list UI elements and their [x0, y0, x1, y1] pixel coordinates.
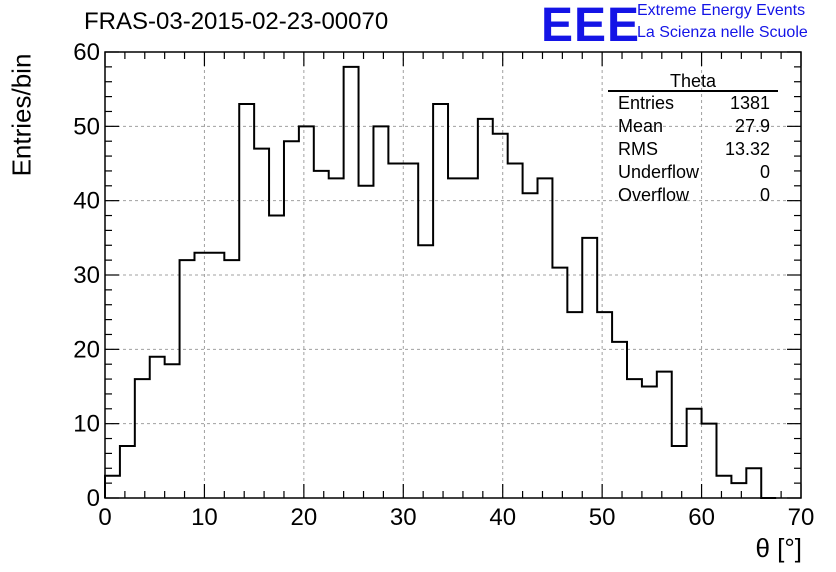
stats-row-underflow: Underflow 0 [608, 161, 778, 184]
histogram-bin [165, 364, 180, 498]
y-tick-label: 50 [73, 113, 100, 140]
histogram-bin [299, 126, 314, 498]
chart-title: FRAS-03-2015-02-23-00070 [84, 8, 389, 35]
stats-value: 13.32 [724, 139, 770, 159]
histogram-bin [239, 104, 254, 498]
histogram-bin [493, 134, 508, 498]
histogram-bin [657, 372, 672, 498]
stats-row-overflow: Overflow 0 [608, 184, 778, 207]
stats-label: Underflow [618, 162, 700, 182]
histogram-bin [150, 357, 165, 498]
histogram-bin [612, 342, 627, 498]
y-tick-label: 30 [73, 262, 100, 289]
histogram-bin [388, 164, 403, 499]
x-tick-label: 30 [390, 504, 417, 531]
stats-row-mean: Mean 27.9 [608, 115, 778, 138]
stats-value: 1381 [729, 93, 770, 113]
stats-box: Theta Entries 1381 Mean 27.9 RMS 13.32 U… [608, 70, 778, 207]
stats-value: 27.9 [734, 116, 770, 136]
eee-logo: EEE [541, 0, 641, 52]
x-axis-label: θ [°] [755, 533, 802, 563]
histogram-bin [224, 260, 239, 498]
x-tick-label: 0 [98, 504, 111, 531]
x-tick-label: 40 [489, 504, 516, 531]
histogram-bin [403, 164, 418, 499]
histogram-bin [135, 379, 150, 498]
stats-label: Entries [618, 93, 675, 113]
histogram-bin [687, 409, 702, 498]
histogram-bin [254, 149, 269, 498]
histogram-bin [120, 446, 135, 498]
histogram-bin [478, 119, 493, 498]
histogram-bin [463, 178, 478, 498]
histogram-bin [523, 193, 538, 498]
histogram-bin [105, 476, 120, 498]
stats-label: RMS [618, 139, 658, 159]
histogram-bin [627, 379, 642, 498]
x-tick-label: 10 [191, 504, 218, 531]
y-tick-label: 60 [73, 39, 100, 66]
histogram-bin [731, 483, 746, 498]
stats-row-entries: Entries 1381 [608, 92, 778, 115]
stats-value: 0 [759, 162, 770, 182]
histogram-bin [448, 178, 463, 498]
histogram-bin [597, 312, 612, 498]
histogram-bin [538, 178, 553, 498]
x-tick-label: 50 [589, 504, 616, 531]
y-tick-label: 10 [73, 411, 100, 438]
histogram-bin [642, 387, 657, 499]
stats-title: Theta [608, 70, 778, 92]
histogram-bin [418, 245, 433, 498]
histogram-bin [746, 468, 761, 498]
histogram-outline [104, 65, 777, 499]
x-tick-label: 70 [788, 504, 815, 531]
stats-value: 0 [759, 185, 770, 205]
histogram-bin [552, 268, 567, 498]
y-tick-label: 20 [73, 336, 100, 363]
histogram-bin [194, 253, 209, 498]
x-tick-label: 60 [688, 504, 715, 531]
histogram-bin [716, 476, 731, 498]
histogram-bin [567, 312, 582, 498]
histogram-bin [269, 216, 284, 498]
histogram-bin [359, 186, 374, 498]
histogram-bin [344, 67, 359, 498]
y-tick-label: 40 [73, 188, 100, 215]
histogram-bin [329, 178, 344, 498]
histogram-bin [672, 446, 687, 498]
stats-label: Mean [618, 116, 664, 136]
histogram-bin [209, 253, 224, 498]
histogram-bin [284, 141, 299, 498]
histogram-bin [180, 260, 195, 498]
logo-subtitle-line2: La Scienza nelle Scuole [637, 24, 808, 41]
stats-row-rms: RMS 13.32 [608, 138, 778, 161]
histogram-bin [582, 238, 597, 498]
histogram-bin [314, 171, 329, 498]
histogram-bin [702, 424, 717, 498]
logo-subtitle-line1: Extreme Energy Events [637, 2, 806, 19]
y-axis-label: Entries/bin [6, 53, 37, 177]
histogram-bin [373, 126, 388, 498]
stats-label: Overflow [618, 185, 690, 205]
histogram-bin [433, 104, 448, 498]
x-tick-label: 20 [291, 504, 318, 531]
y-tick-label: 0 [87, 485, 100, 512]
histogram-bin [508, 164, 523, 499]
